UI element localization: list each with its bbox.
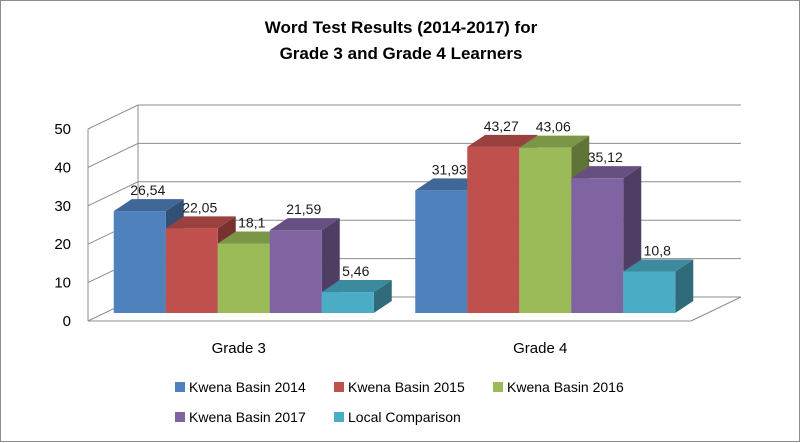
bar-0-4 [321, 280, 392, 313]
legend-swatch-0 [175, 382, 185, 392]
data-label-0-1: 22,05 [182, 199, 217, 215]
bar-top [321, 280, 392, 293]
y-tick-label-50: 50 [54, 121, 71, 138]
category-label-1: Grade 4 [513, 340, 567, 357]
bar-front [519, 147, 572, 313]
gridline-50 [87, 104, 741, 130]
gridline-40 [87, 142, 741, 168]
bar-top [519, 135, 590, 148]
floor-right-edge [690, 296, 742, 322]
bar-front [571, 178, 624, 313]
data-label-0-3: 21,59 [286, 201, 321, 217]
data-label-1-3: 35,12 [588, 149, 623, 165]
bar-front [217, 243, 270, 313]
bar-layer [113, 134, 694, 313]
bar-1-4 [623, 259, 694, 313]
bar-front [623, 271, 676, 313]
chart-subtitle: Grade 3 and Grade 4 Learners [280, 44, 523, 63]
bar-front [415, 190, 468, 313]
data-label-1-2: 43,06 [536, 119, 571, 135]
bar-front [113, 211, 166, 313]
data-label-1-1: 43,27 [484, 118, 519, 134]
legend-label-4: Local Comparison [348, 409, 461, 425]
legend-swatch-3 [175, 412, 185, 422]
category-label-0: Grade 3 [212, 340, 266, 357]
data-label-1-4: 10,8 [644, 243, 671, 259]
bar-front [165, 228, 218, 313]
y-tick-label-0: 0 [63, 313, 71, 330]
legend-label-3: Kwena Basin 2017 [189, 409, 306, 425]
data-label-layer: 26,54 22,05 18,1 21,59 5,46 31,93 43,27 43,06 35… [130, 118, 671, 279]
bar-top [623, 259, 694, 272]
data-label-0-4: 5,46 [342, 263, 369, 279]
data-label-0-0: 26,54 [130, 182, 165, 198]
legend-swatch-2 [493, 382, 503, 392]
bar-front [321, 292, 374, 313]
data-label-0-2: 18,1 [238, 214, 265, 230]
bar-front [269, 230, 322, 313]
y-tick-label-20: 20 [54, 236, 71, 253]
bar-top [269, 218, 340, 231]
legend-label-1: Kwena Basin 2015 [348, 379, 465, 395]
bar-front [467, 146, 520, 313]
legend-label-2: Kwena Basin 2016 [507, 379, 624, 395]
bar-top [165, 216, 236, 229]
legend-swatch-1 [334, 382, 344, 392]
bar-side [675, 259, 694, 313]
data-label-1-0: 31,93 [432, 161, 467, 177]
bar-side [373, 280, 392, 313]
chart-title: Word Test Results (2014-2017) for [265, 18, 538, 37]
legend: Kwena Basin 2014 Kwena Basin 2015 Kwena Ba… [175, 379, 624, 425]
legend-swatch-4 [334, 412, 344, 422]
y-tick-label-10: 10 [54, 275, 71, 292]
y-axis-ticks: 0 10 20 30 40 50 [54, 121, 71, 330]
bar-top [571, 166, 642, 179]
y-tick-label-30: 30 [54, 198, 71, 215]
y-tick-label-40: 40 [54, 159, 71, 176]
bar-top [467, 134, 538, 147]
bar-top [113, 199, 184, 212]
x-axis-categories: Grade 3 Grade 4 [212, 340, 568, 357]
legend-label-0: Kwena Basin 2014 [189, 379, 306, 395]
